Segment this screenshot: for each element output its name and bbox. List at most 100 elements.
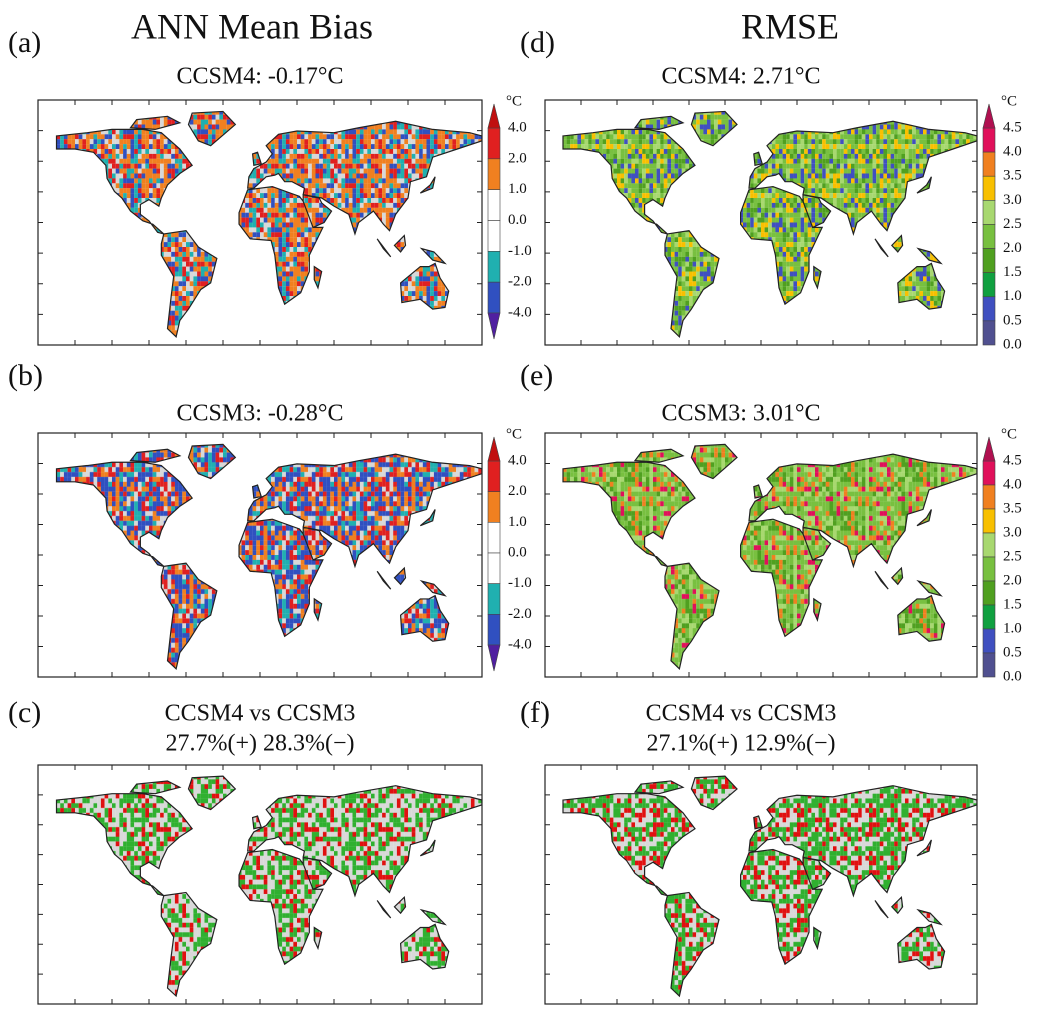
colorbar-tick-label: 4.0: [1003, 144, 1022, 160]
land: [57, 776, 482, 996]
colorbar-tick-label: -1.0: [508, 575, 532, 591]
colorbar-over: [982, 436, 996, 462]
map: [38, 765, 482, 1004]
colorbar-over: [982, 103, 996, 129]
colorbar-box: [487, 614, 501, 646]
land: [57, 111, 482, 336]
colorbar-box: [982, 484, 996, 510]
colorbar-box: [982, 320, 996, 346]
panel-label: (e): [520, 359, 553, 392]
colorbar-tick-label: 2.5: [1003, 548, 1022, 564]
colorbar-box: [487, 189, 501, 221]
panel-title: CCSM4 vs CCSM3: [165, 701, 356, 727]
colorbar-tick-label: 4.0: [508, 119, 527, 135]
colorbar-tick-label: 3.0: [1003, 524, 1022, 540]
colorbar-tick-label: 4.5: [1003, 452, 1022, 468]
colorbar-tick-label: -2.0: [508, 274, 532, 290]
panel-title: CCSM4 vs CCSM3: [646, 701, 837, 727]
colorbar-box: [982, 272, 996, 298]
colorbar-tick-label: 3.5: [1003, 168, 1022, 184]
map: [38, 433, 482, 677]
colorbar-tick-label: 1.0: [1003, 620, 1022, 636]
colorbar-box: [982, 175, 996, 201]
colorbar-tick-label: -4.0: [508, 636, 532, 652]
colorbar-box: [487, 583, 501, 615]
colorbar-tick-label: 4.0: [508, 452, 527, 468]
colorbar-box: [982, 151, 996, 177]
colorbar-tick-label: 1.0: [508, 181, 527, 197]
colorbar-under: [487, 312, 501, 340]
panel-title: CCSM4: -0.17°C: [177, 64, 344, 90]
colorbar-box: [487, 522, 501, 554]
colorbar-box: [982, 296, 996, 322]
colorbar-box: [982, 532, 996, 558]
panel-title: CCSM3: -0.28°C: [177, 401, 344, 427]
colorbar-tick-label: 1.5: [1003, 596, 1022, 612]
panel-label: (a): [8, 26, 41, 59]
colorbar-tick-label: 4.5: [1003, 119, 1022, 135]
colorbar-unit: °C: [1001, 93, 1017, 109]
panel-title: CCSM3: 3.01°C: [662, 401, 821, 427]
colorbar-box: [982, 604, 996, 630]
colorbar-tick-label: 3.5: [1003, 500, 1022, 516]
panel-label: (b): [8, 359, 43, 392]
colorbar-box: [982, 628, 996, 654]
colorbar-tick-label: 0.0: [1003, 336, 1022, 352]
colorbar-tick-label: 2.0: [1003, 572, 1022, 588]
colorbar-tick-label: 0.0: [1003, 668, 1022, 684]
colorbar-box: [487, 158, 501, 190]
colorbar-box: [487, 127, 501, 160]
column-title: RMSE: [741, 6, 839, 46]
colorbar-tick-label: -4.0: [508, 304, 532, 320]
map: [545, 100, 977, 345]
panel-label: (f): [520, 696, 550, 729]
colorbar-over: [487, 436, 501, 462]
colorbar-box: [982, 460, 996, 486]
colorbar-tick-label: 2.0: [508, 483, 527, 499]
colorbar-box: [982, 200, 996, 225]
panel-label: (c): [8, 696, 41, 729]
colorbar-box: [487, 281, 501, 314]
colorbar-tick-label: 0.5: [1003, 644, 1022, 660]
colorbar-tick-label: -1.0: [508, 243, 532, 259]
colorbar-box: [487, 251, 501, 283]
panel-title: 27.7%(+) 28.3%(−): [165, 731, 354, 757]
colorbar-box: [487, 491, 501, 523]
colorbar-unit: °C: [1001, 426, 1017, 442]
colorbar-under: [487, 644, 501, 672]
colorbar-box: [982, 508, 996, 534]
colorbar-tick-label: 0.0: [508, 544, 527, 560]
colorbar-tick-label: 1.0: [508, 514, 527, 530]
colorbar-tick-label: 2.0: [508, 150, 527, 166]
column-title: ANN Mean Bias: [131, 6, 373, 46]
land: [563, 776, 977, 996]
land: [57, 444, 482, 668]
land: [563, 111, 977, 336]
colorbar-unit: °C: [506, 93, 522, 109]
colorbar-box: [487, 220, 501, 252]
colorbar-tick-label: 0.5: [1003, 312, 1022, 328]
colorbar-tick-label: 1.5: [1003, 264, 1022, 280]
colorbar-tick-label: 0.0: [508, 212, 527, 228]
panel-label: (d): [520, 26, 555, 59]
map: [38, 100, 482, 345]
colorbar-box: [982, 556, 996, 582]
colorbar-tick-label: 1.0: [1003, 288, 1022, 304]
colorbar-box: [982, 580, 996, 606]
land: [563, 444, 977, 668]
colorbar-box: [982, 248, 996, 273]
colorbar-box: [487, 460, 501, 492]
map: [545, 765, 977, 1004]
colorbar-tick-label: -2.0: [508, 606, 532, 622]
panel-title: 27.1%(+) 12.9%(−): [646, 731, 835, 757]
colorbar-tick-label: 4.0: [1003, 476, 1022, 492]
colorbar-tick-label: 2.0: [1003, 240, 1022, 256]
colorbar-box: [982, 127, 996, 153]
colorbar-tick-label: 3.0: [1003, 192, 1022, 208]
colorbar-tick-label: 2.5: [1003, 216, 1022, 232]
colorbar-unit: °C: [506, 426, 522, 442]
colorbar-box: [982, 652, 996, 678]
colorbar-box: [487, 552, 501, 584]
panel-title: CCSM4: 2.71°C: [662, 64, 821, 90]
